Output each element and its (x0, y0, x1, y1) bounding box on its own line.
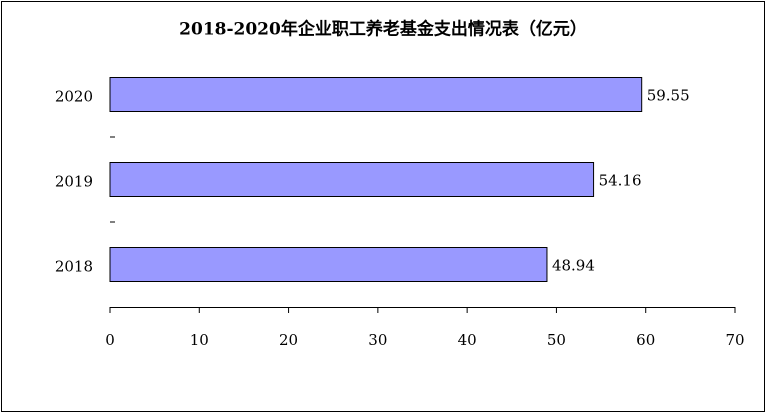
y-tick-label: 2018 (55, 258, 93, 276)
x-tick-label: 30 (368, 331, 387, 349)
value-label: 54.16 (599, 172, 642, 190)
value-label: 48.94 (552, 257, 595, 275)
bar (109, 247, 548, 282)
x-tick-label: 0 (105, 331, 115, 349)
x-tick-label: 50 (547, 331, 566, 349)
x-tick-label: 40 (458, 331, 477, 349)
x-tick-label: 20 (279, 331, 298, 349)
bar (109, 162, 595, 197)
y-tick-label: 2020 (55, 88, 93, 106)
bar (109, 77, 643, 112)
x-tick-label: 10 (190, 331, 209, 349)
chart-title: 2018-2020年企业职工养老基金支出情况表（亿元） (179, 19, 587, 40)
x-tick-label: 70 (725, 331, 744, 349)
value-label: 59.55 (647, 87, 690, 105)
x-tick-label: 60 (636, 331, 655, 349)
y-tick-label: 2019 (55, 173, 93, 191)
